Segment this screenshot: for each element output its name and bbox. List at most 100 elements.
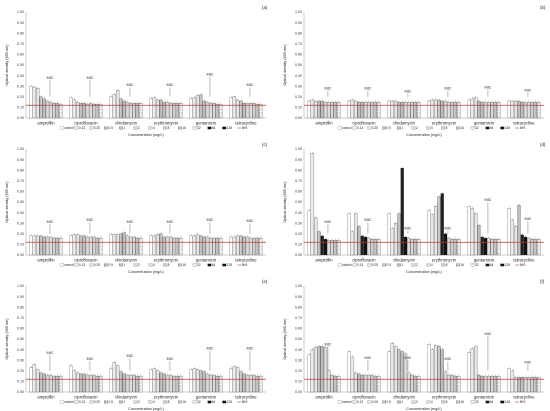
legend-swatch — [441, 126, 446, 130]
bar — [467, 206, 471, 256]
legend-swatch — [74, 263, 79, 267]
mic-label: MIC — [364, 356, 371, 360]
bar — [360, 101, 364, 119]
bar — [480, 375, 484, 393]
bar — [360, 374, 364, 393]
category-label: ampicillin — [315, 395, 333, 400]
bar — [32, 364, 37, 393]
bar — [496, 238, 501, 256]
bar — [112, 234, 117, 256]
bar — [245, 374, 250, 393]
legend-label: 128 — [505, 263, 511, 267]
legend-swatch — [411, 126, 416, 130]
bar — [189, 98, 193, 119]
legend-swatch — [207, 400, 212, 404]
mic-label: MIC — [484, 85, 491, 89]
bar — [487, 237, 491, 256]
legend-label: 16 — [182, 126, 186, 130]
legend-swatch — [118, 263, 123, 267]
legend-label: 0.5 — [109, 126, 114, 130]
mic-label: MIC — [126, 354, 133, 358]
mic-label: MIC — [86, 357, 93, 361]
bar — [72, 370, 77, 393]
bar — [320, 100, 324, 119]
legend-label: control — [342, 126, 352, 130]
panel-letter: (c) — [262, 142, 268, 147]
bar — [49, 374, 53, 393]
bar — [42, 373, 46, 393]
y-tick-label: 0.80 — [17, 168, 24, 172]
mic-label: MIC — [46, 351, 53, 355]
bar — [239, 100, 243, 119]
bar — [390, 100, 395, 119]
bar — [36, 235, 40, 256]
bar — [434, 345, 438, 393]
bar — [517, 205, 521, 256]
bar — [397, 101, 401, 119]
legend-label: 0.25 — [372, 400, 378, 404]
bar — [397, 349, 401, 393]
bar — [85, 104, 90, 119]
category-label: clindamycin — [115, 395, 138, 400]
legend-label: 64 — [490, 126, 494, 130]
bar — [79, 235, 83, 256]
legend-label: 16 — [460, 400, 464, 404]
bar — [82, 373, 86, 393]
mic-label: MIC — [324, 342, 331, 346]
bar — [165, 236, 170, 256]
bar — [125, 101, 130, 119]
legend-swatch — [500, 126, 505, 130]
legend-swatch — [500, 263, 505, 267]
y-tick-label: 0.50 — [17, 337, 24, 341]
y-tick-label: 0.90 — [17, 158, 24, 162]
bar — [229, 236, 233, 256]
mic-label: MIC — [364, 218, 371, 222]
legend-label: 4 — [153, 126, 155, 130]
legend-swatch — [59, 400, 64, 404]
category-label: gentamicin — [474, 395, 495, 400]
legend-label: 0.13 — [79, 263, 85, 267]
bar — [336, 375, 341, 393]
bar — [39, 235, 43, 256]
legend-swatch — [367, 263, 372, 267]
mic-label: MIC — [404, 356, 411, 360]
bar — [416, 101, 421, 119]
panel-letter: (f) — [540, 279, 545, 284]
bar — [507, 208, 511, 256]
bar — [239, 235, 243, 256]
category-label: ciprofloxacin — [74, 121, 98, 126]
category-label: ciprofloxacin — [352, 121, 376, 126]
bar — [507, 100, 511, 119]
mic-label: MIC — [166, 357, 173, 361]
category-label: gentamicin — [474, 121, 495, 126]
bar — [109, 234, 113, 256]
bar — [199, 370, 203, 393]
bar — [447, 101, 451, 119]
bar — [483, 101, 488, 119]
bar — [453, 101, 457, 119]
legend-label: 4 — [431, 126, 433, 130]
bar — [212, 374, 216, 393]
bar — [427, 210, 431, 256]
bar — [258, 375, 263, 393]
bar — [480, 236, 484, 256]
bar — [523, 236, 528, 256]
bar — [72, 99, 77, 119]
bar — [474, 346, 478, 393]
bar — [474, 97, 478, 119]
legend-swatch — [74, 126, 79, 130]
bar — [189, 235, 193, 256]
legend-label: 1 — [401, 263, 403, 267]
bar — [363, 101, 368, 119]
bar — [242, 373, 246, 393]
bar — [370, 238, 374, 256]
bar — [387, 100, 391, 119]
bar — [333, 101, 337, 119]
bar — [178, 375, 183, 393]
legend-swatch — [222, 400, 227, 404]
bar — [456, 238, 461, 256]
bar — [373, 101, 377, 119]
legend-label: 1 — [401, 400, 403, 404]
bar — [192, 235, 197, 256]
legend-label: 128 — [227, 126, 233, 130]
